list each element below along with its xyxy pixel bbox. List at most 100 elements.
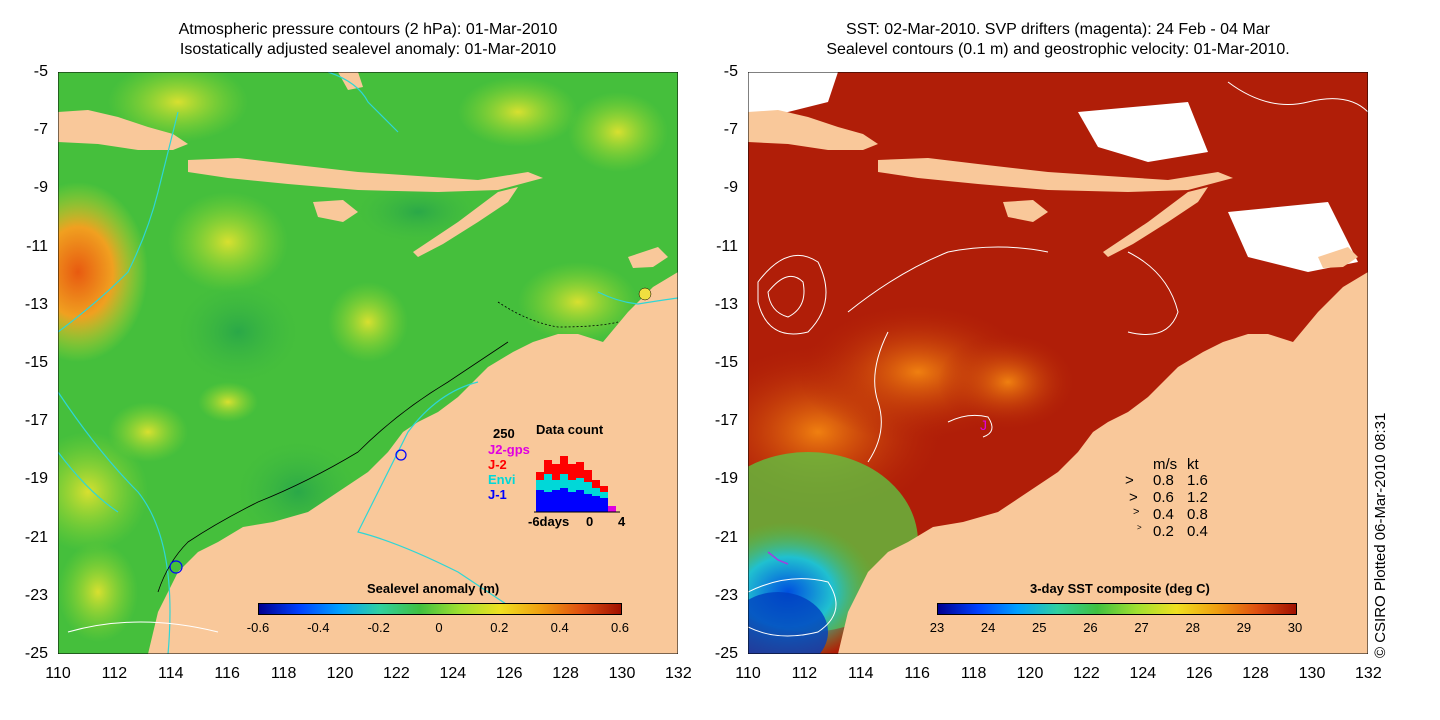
x-tick-label: 112 <box>101 665 128 682</box>
vel-row3-kt: 0.4 <box>1187 523 1208 540</box>
y-tick-label: -13 <box>714 295 738 313</box>
left-colorbar <box>258 603 622 615</box>
y-tick-label: -23 <box>714 586 738 604</box>
colorbar-tick: 30 <box>1287 620 1303 635</box>
x-tick-label: 126 <box>495 665 523 682</box>
y-tick-label: -25 <box>714 645 738 662</box>
y-tick-label: -11 <box>26 237 48 255</box>
x-tick-label: 114 <box>848 665 874 682</box>
data-count-histogram <box>534 456 620 513</box>
data-count-inset: 250 Data count J2-gps J-2 Envi J-1 -6day… <box>488 422 628 532</box>
right-java <box>748 110 878 150</box>
y-tick-label: -5 <box>723 63 738 80</box>
right-title-line1: SST: 02-Mar-2010. SVP drifters (magenta)… <box>846 21 1270 38</box>
hist-bars <box>536 456 616 512</box>
y-tick-label: -21 <box>714 528 738 546</box>
vel-header-ms: m/s <box>1153 456 1178 473</box>
colorbar-tick: -0.6 <box>246 620 270 635</box>
x-tick-label: 112 <box>791 665 818 682</box>
y-tick-label: -19 <box>24 470 48 488</box>
vel-row0-ms: 0.8 <box>1153 472 1174 489</box>
vel-row2-ms: 0.4 <box>1153 506 1174 523</box>
credit-text: © CSIRO Plotted 06-Mar-2010 08:31 <box>1372 412 1389 658</box>
left-title-line2: Isostatically adjusted sealevel anomaly:… <box>179 41 557 58</box>
x-tick-label: 116 <box>214 665 240 682</box>
data-count-max: 250 <box>493 426 515 441</box>
x-tick-label: 118 <box>270 665 297 682</box>
left-timor <box>413 187 518 257</box>
y-tick-label: -13 <box>24 295 48 313</box>
x-tick-label: 122 <box>383 665 410 682</box>
arrow-icon: > <box>1133 506 1140 518</box>
left-colorbar-title: Sealevel anomaly (m) <box>367 581 500 596</box>
y-tick-label: -7 <box>33 121 48 139</box>
y-tick-label: -9 <box>723 179 738 197</box>
x-tick-label: 124 <box>439 665 467 682</box>
left-java <box>58 110 188 150</box>
colorbar-tick: -0.2 <box>367 620 390 635</box>
right-colorbar-title: 3-day SST composite (deg C) <box>1030 581 1210 596</box>
x-tick-label: 122 <box>1073 665 1100 682</box>
data-count-title: Data count <box>536 422 604 437</box>
vel-row3-ms: 0.2 <box>1153 523 1174 540</box>
data-count-xleft: -6days <box>528 514 570 529</box>
right-timor <box>1103 187 1208 257</box>
x-tick-label: 128 <box>552 665 579 682</box>
right-australia <box>838 272 1368 654</box>
colorbar-tick: 25 <box>1032 620 1047 635</box>
colorbar-tick: 0 <box>435 620 443 635</box>
arrow-icon: > <box>1137 523 1142 532</box>
left-title-line1: Atmospheric pressure contours (2 hPa): 0… <box>178 21 558 38</box>
vel-row0-kt: 1.6 <box>1187 472 1208 489</box>
vel-row2-kt: 0.8 <box>1187 506 1208 523</box>
x-tick-label: 120 <box>326 665 354 682</box>
left-australia <box>148 272 678 654</box>
legend-j2gps: J2-gps <box>488 442 530 457</box>
x-tick-label: 130 <box>1298 665 1326 682</box>
y-tick-label: -19 <box>714 470 738 488</box>
velocity-legend: m/s kt > 0.8 1.6 > 0.6 1.2 > 0.4 0.8 > 0… <box>1125 456 1235 546</box>
colorbar-tick: 26 <box>1083 620 1098 635</box>
data-count-xright: 4 <box>618 514 626 529</box>
x-tick-label: 118 <box>960 665 987 682</box>
x-tick-label: 130 <box>608 665 636 682</box>
left-map <box>58 72 678 654</box>
x-tick-label: 124 <box>1129 665 1157 682</box>
legend-j1: J-1 <box>488 487 507 502</box>
vel-row1-ms: 0.6 <box>1153 489 1174 506</box>
colorbar-tick: 0.6 <box>610 620 630 635</box>
x-tick-label: 120 <box>1016 665 1044 682</box>
x-tick-label: 128 <box>1242 665 1269 682</box>
y-tick-label: -23 <box>24 586 48 604</box>
colorbar-tick: 27 <box>1134 620 1149 635</box>
colorbar-tick: 28 <box>1185 620 1200 635</box>
y-tick-label: -17 <box>24 412 48 430</box>
drifter-label: J <box>980 417 987 433</box>
x-tick-label: 114 <box>158 665 184 682</box>
colorbar-tick: 0.4 <box>550 620 569 635</box>
y-tick-label: -15 <box>24 354 48 371</box>
colorbar-tick: -0.4 <box>307 620 330 635</box>
y-tick-label: -25 <box>24 645 48 662</box>
right-colorbar <box>937 603 1297 615</box>
right-map: J <box>748 72 1368 654</box>
legend-j2: J-2 <box>488 457 507 472</box>
data-count-xmid: 0 <box>586 514 594 529</box>
y-tick-label: -9 <box>33 179 48 197</box>
y-tick-label: -7 <box>723 121 738 139</box>
colorbar-tick: 24 <box>980 620 996 635</box>
colorbar-tick: 0.2 <box>490 620 509 635</box>
colorbar-tick: 29 <box>1236 620 1252 635</box>
x-tick-label: 132 <box>665 665 692 682</box>
y-tick-label: -11 <box>716 237 738 255</box>
x-tick-label: 110 <box>45 665 71 682</box>
arrow-icon: > <box>1125 472 1134 489</box>
y-tick-label: -17 <box>714 412 738 430</box>
vel-header-kt: kt <box>1187 456 1199 473</box>
y-tick-label: -21 <box>24 528 48 546</box>
right-title-line2: Sealevel contours (0.1 m) and geostrophi… <box>826 41 1290 58</box>
colorbar-tick: 23 <box>929 620 945 635</box>
y-tick-label: -5 <box>33 63 48 80</box>
x-tick-label: 110 <box>735 665 761 682</box>
legend-envi: Envi <box>488 472 516 487</box>
